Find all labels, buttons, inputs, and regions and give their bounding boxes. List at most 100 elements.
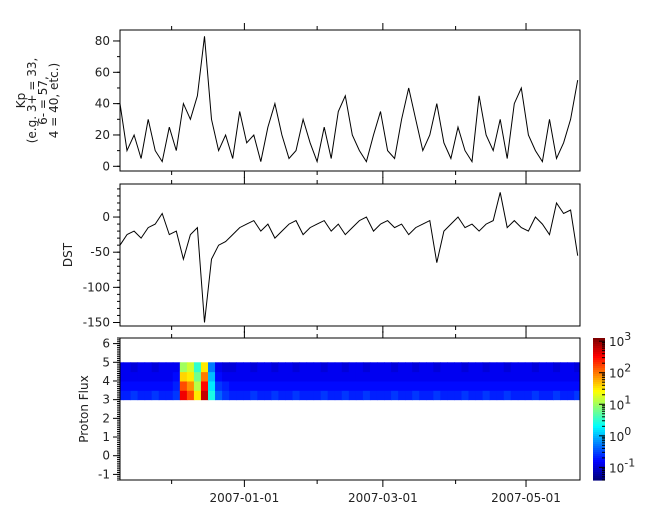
flux-cell (271, 380, 279, 391)
colorbar-segment (593, 410, 605, 413)
flux-cell (144, 362, 153, 373)
flux-cell (200, 390, 209, 401)
flux-cell (341, 371, 350, 382)
colorbar-segment (593, 418, 605, 421)
flux-cell (327, 390, 336, 401)
flux-cell (461, 362, 470, 373)
colorbar-segment (593, 434, 605, 437)
colorbar-segment (593, 426, 605, 429)
colorbar-segment (593, 338, 605, 341)
flux-cell (447, 380, 455, 391)
flux-cell (398, 380, 406, 391)
y-tick-label: 0 (102, 449, 110, 463)
flux-cell (405, 362, 413, 373)
flux-cell (405, 390, 413, 401)
flux-cell (158, 371, 167, 382)
flux-cell (292, 371, 301, 382)
colorbar-segment (593, 356, 605, 359)
colorbar-tick-label: 101 (609, 393, 631, 412)
flux-cell (496, 380, 505, 391)
flux-cell (510, 390, 519, 401)
colorbar-segment (593, 408, 605, 411)
colorbar-segment (593, 378, 605, 381)
flux-cell (510, 362, 519, 373)
colorbar-segment (593, 478, 605, 481)
flux-cell (482, 362, 491, 373)
flux-cell (468, 371, 477, 382)
flux-cell (433, 362, 441, 373)
flux-cell (426, 390, 434, 401)
flux-cell (348, 390, 357, 401)
colorbar-segment (593, 462, 605, 465)
flux-cell (355, 380, 364, 391)
flux-cell (243, 371, 251, 382)
flux-cell (193, 380, 202, 391)
flux-cell (292, 362, 301, 373)
flux-cell (130, 362, 139, 373)
flux-cell (222, 390, 230, 401)
flux-cell (278, 371, 286, 382)
flux-cell (172, 390, 181, 401)
colorbar-segment (593, 432, 605, 435)
flux-cell (313, 390, 322, 401)
flux-cell (412, 371, 420, 382)
y-tick-label: 20 (95, 128, 110, 142)
flux-cell (524, 380, 533, 391)
flux-cell (285, 362, 293, 373)
flux-cell (553, 371, 561, 382)
colorbar-segment (593, 362, 605, 365)
flux-cell (496, 362, 505, 373)
flux-cell (384, 390, 392, 401)
flux-cell (405, 380, 413, 391)
y-tick-label: -50 (90, 245, 110, 259)
flux-cell (186, 380, 195, 391)
flux-cell (193, 362, 202, 373)
flux-cell (440, 390, 448, 401)
flux-cell (447, 371, 455, 382)
flux-cell (130, 390, 139, 401)
flux-cell (257, 362, 265, 373)
flux-cell (419, 390, 427, 401)
flux-cell (461, 390, 470, 401)
flux-cell (503, 380, 512, 391)
flux-cell (271, 371, 279, 382)
colorbar-tick-label: 10-1 (609, 456, 635, 475)
flux-cell (489, 380, 498, 391)
flux-cell (123, 362, 132, 373)
flux-cell (440, 380, 448, 391)
flux-cell (447, 362, 455, 373)
flux-cell (426, 362, 434, 373)
flux-cell (545, 371, 554, 382)
colorbar-segment (593, 364, 605, 367)
flux-cell (320, 380, 329, 391)
flux-cell (412, 362, 420, 373)
flux-cell (215, 362, 223, 373)
flux-cell (264, 362, 272, 373)
colorbar-segment (593, 384, 605, 387)
flux-cell (567, 390, 575, 401)
flux-cell (179, 390, 188, 401)
flux-cell (398, 390, 406, 401)
flux-cell (454, 390, 462, 401)
colorbar-segment (593, 386, 605, 389)
y-tick-label: 5 (102, 355, 110, 369)
flux-cell (151, 390, 160, 401)
flux-cell (327, 380, 336, 391)
flux-cell (531, 371, 540, 382)
flux-cell (348, 371, 357, 382)
flux-cell (243, 380, 251, 391)
x-tick-label: 2007-05-01 (491, 491, 561, 505)
flux-cell (120, 390, 125, 401)
colorbar-tick-label: 100 (609, 425, 631, 444)
flux-cell (236, 390, 244, 401)
flux-cell (560, 380, 568, 391)
flux-cell (299, 371, 308, 382)
flux-cell (313, 362, 322, 373)
colorbar-segment (593, 452, 605, 455)
colorbar-tick-label: 102 (609, 362, 631, 381)
flux-cell (250, 362, 258, 373)
flux-cell (306, 362, 315, 373)
flux-cell (137, 380, 146, 391)
flux-cell (524, 390, 533, 401)
flux-cell (440, 371, 448, 382)
